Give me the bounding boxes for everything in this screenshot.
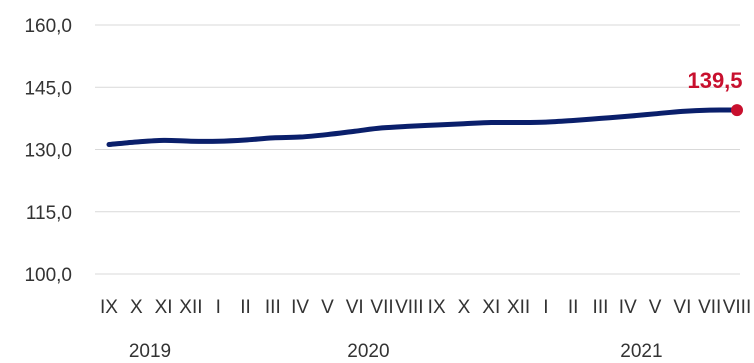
y-tick-label: 145,0	[24, 78, 72, 99]
y-tick-label: 100,0	[24, 265, 72, 286]
y-tick-label: 130,0	[24, 141, 72, 162]
x-tick-label: IV	[619, 297, 637, 318]
x-tick-label: X	[458, 297, 471, 318]
year-label: 2020	[347, 341, 389, 362]
x-axis-ticks: IX X XI XII I II III IV V VI VII VIII IX X XI XII I II III…	[100, 297, 751, 318]
x-tick-label: X	[130, 297, 143, 318]
x-tick-label: III	[593, 297, 609, 318]
x-tick-label: IX	[428, 297, 446, 318]
x-tick-label: VII	[698, 297, 721, 318]
y-tick-label: 160,0	[24, 16, 72, 37]
year-labels: 2019 2020 2021	[129, 341, 663, 362]
year-label: 2019	[129, 341, 171, 362]
x-tick-label: VI	[673, 297, 691, 318]
x-tick-label: VI	[346, 297, 364, 318]
x-tick-label: V	[321, 297, 334, 318]
x-tick-label: III	[265, 297, 281, 318]
x-tick-label: IX	[100, 297, 118, 318]
x-tick-label: V	[649, 297, 662, 318]
x-tick-label: II	[568, 297, 579, 318]
y-axis-ticks: 160,0 145,0 130,0 115,0 100,0	[24, 16, 72, 286]
x-tick-label: VIII	[723, 297, 752, 318]
x-tick-label: XI	[155, 297, 173, 318]
year-label: 2021	[620, 341, 662, 362]
last-value-label: 139,5	[687, 68, 742, 93]
last-value-point	[731, 104, 743, 117]
x-tick-label: II	[240, 297, 251, 318]
x-tick-label: I	[216, 297, 221, 318]
x-tick-label: I	[543, 297, 548, 318]
x-tick-label: VII	[370, 297, 393, 318]
series-line	[106, 107, 740, 148]
x-tick-label: IV	[291, 297, 309, 318]
x-tick-label: XI	[482, 297, 500, 318]
grid-lines	[95, 24, 740, 275]
x-tick-label: XII	[179, 297, 202, 318]
y-tick-label: 115,0	[26, 203, 72, 224]
x-tick-label: XII	[507, 297, 530, 318]
x-tick-label: VIII	[395, 297, 424, 318]
